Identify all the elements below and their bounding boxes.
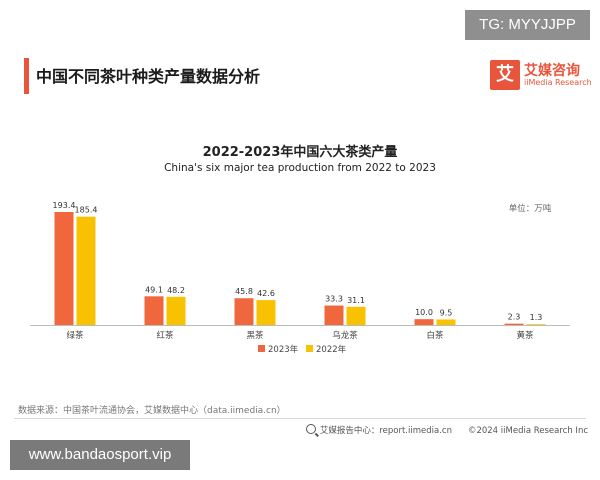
legend-swatch xyxy=(258,345,265,352)
bar-2023年 xyxy=(324,305,344,325)
report-center-link[interactable]: 艾媒报告中心：report.iimedia.cn xyxy=(319,426,452,436)
brand-logo: 艾 艾媒咨询 iiMedia Research xyxy=(490,60,592,92)
copyright: ©2024 iiMedia Research Inc xyxy=(467,426,588,436)
data-label: 33.3 xyxy=(325,295,343,304)
bar-2022年 xyxy=(256,300,276,325)
footer-divider xyxy=(14,418,586,419)
data-source: 数据来源：中国茶叶流通协会，艾媒数据中心（data.iimedia.cn） xyxy=(18,406,286,416)
page-title: 中国不同茶叶种类产量数据分析 xyxy=(36,67,261,86)
data-label: 193.4 xyxy=(53,201,76,210)
watermark-bottom: www.bandaosport.vip xyxy=(10,440,190,470)
category-label: 绿茶 xyxy=(66,330,84,341)
category-label: 黄茶 xyxy=(516,330,534,341)
bar-2022年 xyxy=(436,319,456,325)
bar-2023年 xyxy=(414,319,434,325)
brand-logo-icon: 艾 xyxy=(490,60,520,90)
brand-name-en: iiMedia Research xyxy=(524,78,592,87)
data-label: 1.3 xyxy=(530,313,543,322)
category-label: 红茶 xyxy=(156,330,174,341)
brand-name-cn: 艾媒咨询 xyxy=(524,63,580,79)
data-label: 49.1 xyxy=(145,285,163,294)
unit-label: 单位：万吨 xyxy=(509,203,552,214)
data-label: 185.4 xyxy=(75,206,98,215)
bar-2023年 xyxy=(504,323,524,325)
category-label: 黑茶 xyxy=(246,330,264,341)
header-accent-bar xyxy=(24,58,29,94)
legend-label: 2023年 xyxy=(268,344,299,355)
search-icon xyxy=(305,424,316,434)
chart-title: 2022-2023年中国六大茶类产量 xyxy=(202,145,398,160)
data-label: 45.8 xyxy=(235,287,253,296)
bar-2022年 xyxy=(166,296,186,325)
bar-2023年 xyxy=(54,212,74,325)
bar-2023年 xyxy=(144,296,164,325)
chart-subtitle: China's six major tea production from 20… xyxy=(164,162,436,174)
bar-2022年 xyxy=(526,324,546,325)
bar-2023年 xyxy=(234,298,254,325)
data-label: 2.3 xyxy=(508,313,521,322)
data-label: 31.1 xyxy=(347,296,365,305)
bar-2022年 xyxy=(346,306,366,325)
data-label: 10.0 xyxy=(415,308,433,317)
data-label: 48.2 xyxy=(167,286,185,295)
data-label: 42.6 xyxy=(257,289,275,298)
data-label: 9.5 xyxy=(440,308,453,317)
legend-label: 2022年 xyxy=(316,344,347,355)
category-label: 白茶 xyxy=(426,330,444,341)
category-label: 乌龙茶 xyxy=(332,330,358,341)
watermark-top: TG: MYYJJPP xyxy=(465,10,590,40)
footer: 艾媒报告中心：report.iimedia.cn ©2024 iiMedia Re… xyxy=(305,424,588,436)
bar-2022年 xyxy=(76,216,96,325)
legend-swatch xyxy=(306,345,313,352)
